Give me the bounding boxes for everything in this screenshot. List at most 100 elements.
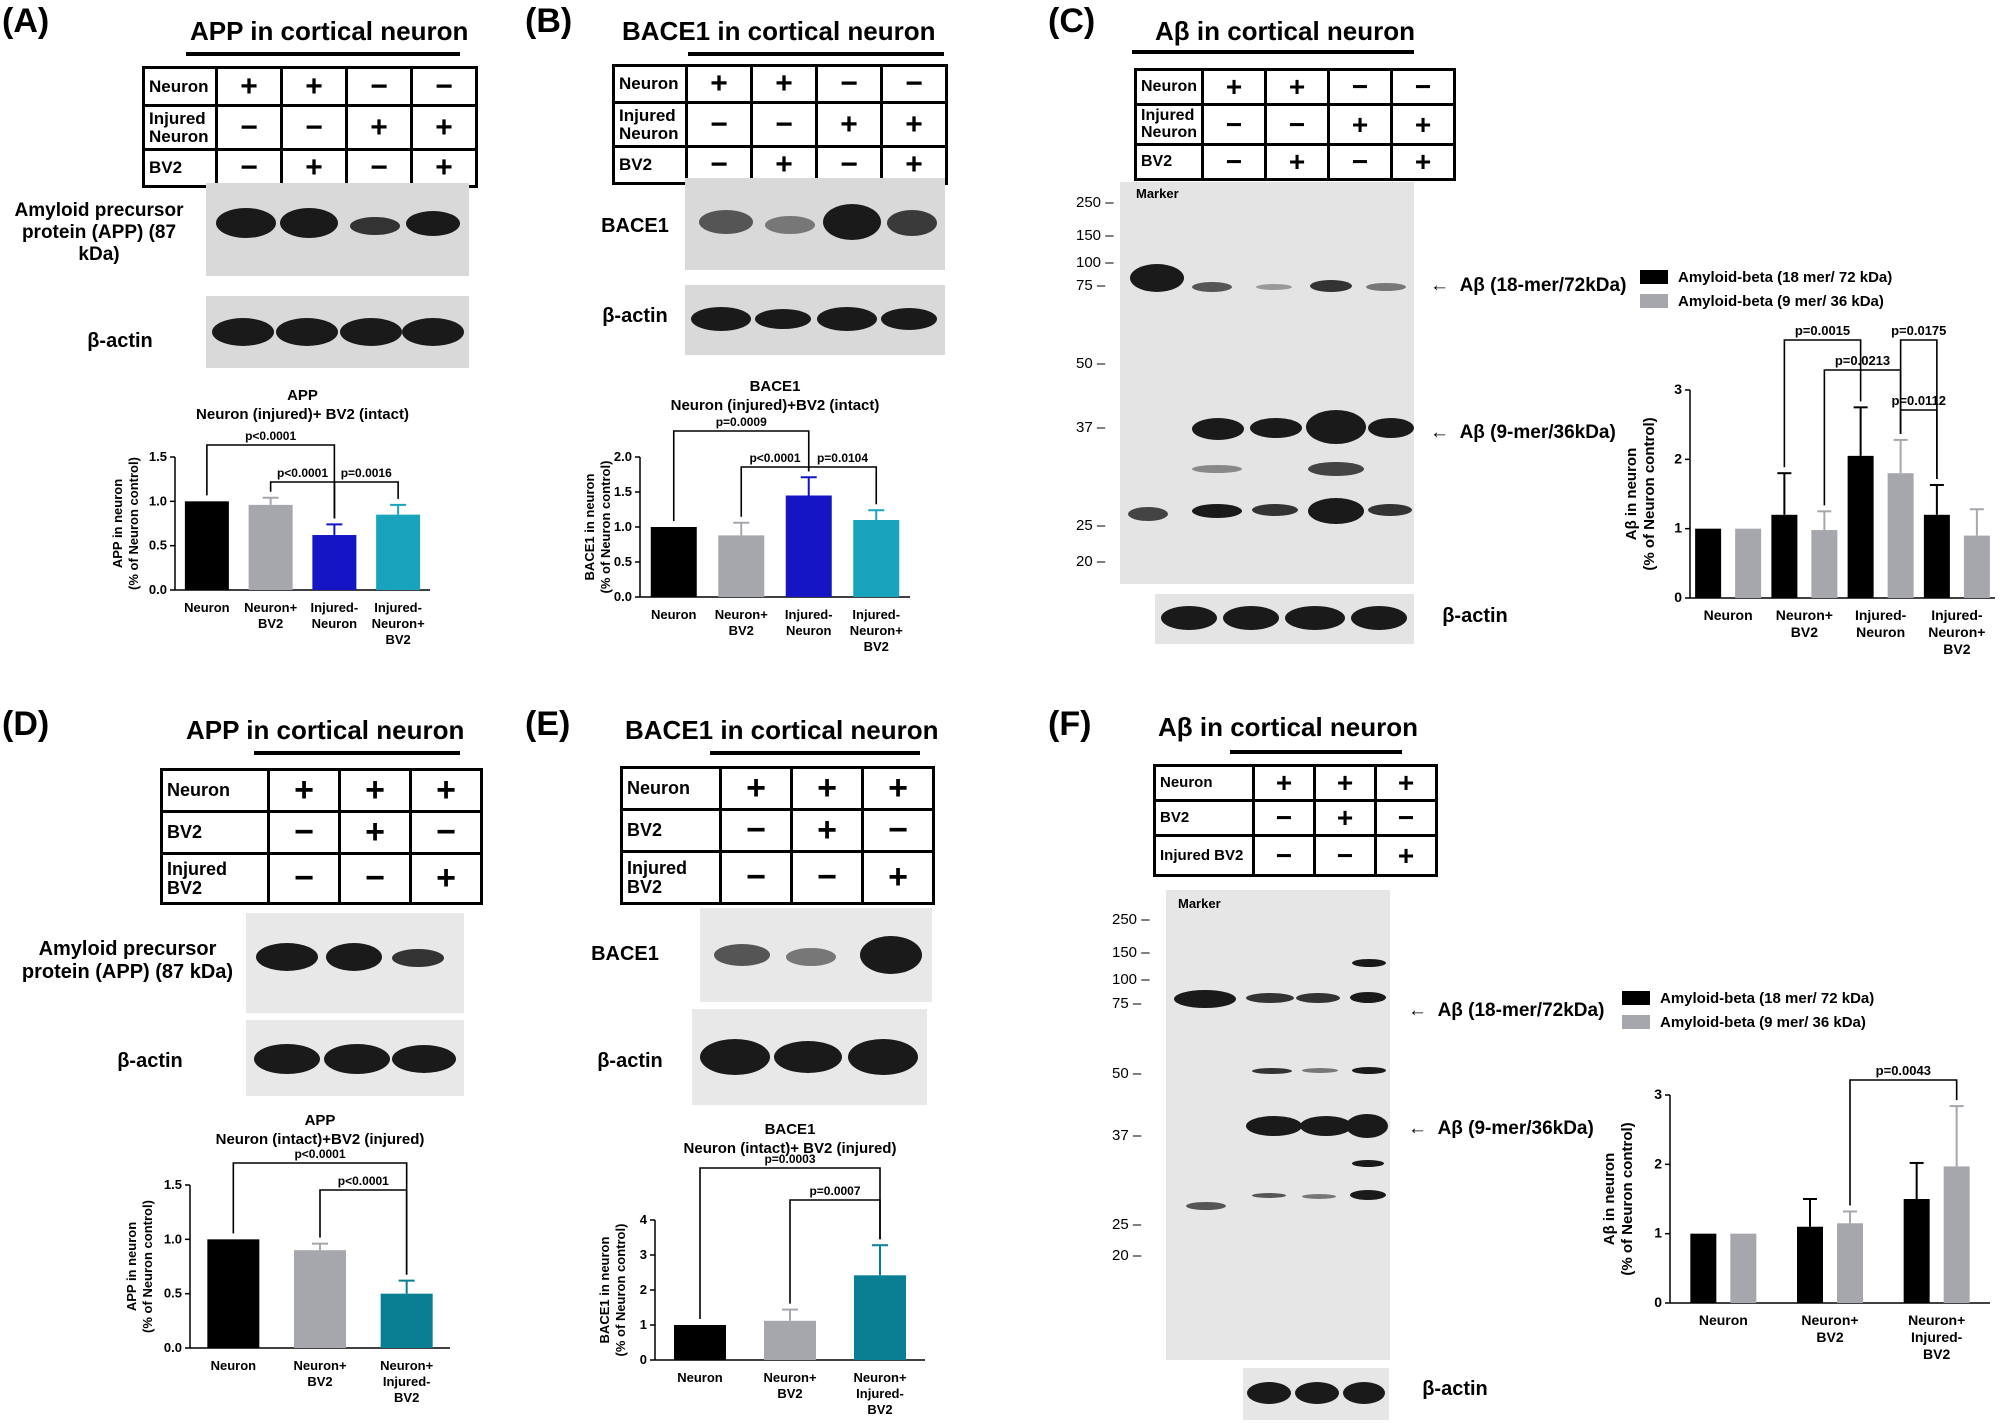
category-label-line: Neuron: [211, 1358, 257, 1373]
panel-title-f: Aβ in cortical neuron: [1158, 712, 1419, 742]
condition-value: −: [345, 148, 413, 188]
marker-tick-label: 250 –: [1112, 911, 1150, 928]
y-tick-label: 2: [1654, 1155, 1662, 1171]
category-label-line: Neuron+: [293, 1358, 347, 1373]
y-tick-label: 1: [1674, 520, 1682, 536]
condition-value: +: [1327, 103, 1393, 146]
marker-tick-label: 250 –: [1076, 194, 1114, 211]
condition-value: −: [719, 850, 793, 905]
chart-subtitle: Neuron (injured)+ BV2 (intact): [196, 406, 409, 423]
condition-name: BV2: [1134, 143, 1204, 181]
y-tick-label: 1: [1654, 1225, 1662, 1241]
blot-bace1-b: [685, 178, 945, 270]
condition-value: +: [1264, 68, 1330, 106]
bar: [376, 514, 421, 590]
arrow-label-9mer-c: ← Aβ (9-mer/36kDa): [1430, 422, 1616, 443]
y-axis-label-line: (% of Neuron control): [1619, 1122, 1636, 1275]
condition-name: Injured Neuron: [142, 104, 218, 151]
condition-row: BV2− + − +: [1134, 143, 1456, 181]
condition-value: −: [267, 810, 341, 855]
condition-value: +: [409, 768, 483, 813]
y-tick-label: 0: [1654, 1294, 1662, 1310]
category-label-line: BV2: [385, 632, 410, 647]
condition-value: −: [815, 64, 883, 104]
y-axis-label-line: (% of Neuron control): [613, 1224, 628, 1357]
marker-tick-label: 75 –: [1112, 995, 1142, 1012]
title-underline-b: [688, 52, 944, 56]
y-tick-label: 0.0: [614, 589, 632, 604]
panel-title-a: APP in cortical neuron: [190, 16, 469, 46]
y-axis-label: Aβ in neuron(% of Neuron control): [1601, 1122, 1636, 1275]
bar: [1771, 514, 1798, 598]
category-label-line: Neuron: [184, 600, 230, 615]
p-value-label: p=0.0015: [1795, 323, 1850, 338]
marker-tick-label: 20 –: [1076, 553, 1106, 570]
arrow-label-18mer-f: ← Aβ (18-mer/72kDa): [1408, 1000, 1605, 1021]
panel-label-c: (C): [1048, 2, 1096, 40]
marker-tick-label: 50 –: [1112, 1065, 1142, 1082]
condition-row: BV2− + −: [1153, 799, 1438, 837]
category-label-line: Neuron: [1704, 607, 1753, 623]
condition-table-e: Neuron + + + BV2− + − Injured BV2− − +: [620, 766, 935, 905]
category-label: Neuron: [1699, 1312, 1748, 1328]
panel-label-f: (F): [1048, 705, 1092, 743]
marker-tick-label: 20 –: [1112, 1247, 1142, 1264]
panel-label-e: (E): [525, 705, 571, 743]
bar: [785, 495, 832, 597]
y-tick-label: 0.0: [149, 582, 167, 597]
y-axis-label: BACE1 in neuron(% of Neuron control): [582, 461, 613, 594]
legend-swatch: [1622, 1015, 1650, 1029]
category-label-line: BV2: [867, 1402, 892, 1417]
condition-value: −: [880, 64, 948, 104]
chart-a: APP Neuron (injured)+ BV2 (intact) 0.0 0.5 1…: [110, 387, 430, 647]
bar: [764, 1320, 816, 1360]
panel-title-b: BACE1 in cortical neuron: [622, 16, 936, 46]
category-label-line: Injured-: [383, 1374, 431, 1389]
y-tick-label: 1.0: [164, 1231, 182, 1246]
blot-label-actin-a: β-actin: [87, 330, 153, 352]
p-value-label: p<0.0001: [277, 466, 328, 480]
condition-value: −: [1264, 103, 1330, 146]
condition-value: +: [750, 64, 818, 104]
chart-subtitle: Neuron (injured)+BV2 (intact): [671, 397, 880, 414]
y-tick-label: 4: [640, 1212, 648, 1227]
chart-title: APP: [287, 387, 318, 404]
category-label-line: BV2: [307, 1374, 332, 1389]
condition-table-b: Neuron + + − − Injured Neuron − − + + BV2− + − +: [612, 64, 948, 185]
bar: [1797, 1226, 1823, 1303]
y-tick-label: 1.5: [164, 1177, 182, 1192]
condition-row: BV2− + −: [620, 808, 935, 853]
condition-value: −: [1201, 103, 1267, 146]
y-axis-label: APP in neuron(% of Neuron control): [124, 1200, 155, 1333]
y-tick-label: 0.0: [164, 1340, 182, 1355]
panel-title-d: APP in cortical neuron: [186, 715, 465, 745]
condition-row: Injured Neuron − − + +: [612, 101, 948, 148]
condition-value: +: [1390, 143, 1456, 181]
legend-swatch: [1622, 991, 1650, 1005]
category-label-line: BV2: [1816, 1329, 1843, 1345]
significance-bracket: [672, 430, 810, 521]
category-label-line: Injured-: [1855, 607, 1907, 623]
y-axis-label: Aβ in neuron(% of Neuron control): [1623, 417, 1658, 570]
y-axis-label-line: (% of Neuron control): [140, 1200, 155, 1333]
category-label: Neuron: [211, 1358, 257, 1373]
category-label-line: Neuron+: [1908, 1312, 1965, 1328]
condition-row: Injured BV2− − +: [160, 852, 483, 905]
p-value-label: p=0.0016: [341, 466, 392, 480]
chart-f: 0 1 2 3 Aβ in neuron(% of Neuron control) Amy…: [1601, 990, 1990, 1362]
bar: [1903, 1199, 1930, 1303]
condition-value: +: [790, 766, 864, 811]
condition-name: Neuron: [160, 768, 270, 813]
bar: [1730, 1233, 1757, 1303]
condition-row: BV2− + −: [160, 810, 483, 855]
significance-bracket: [319, 1189, 408, 1275]
category-label-line: Injured-: [785, 607, 833, 622]
condition-value: −: [410, 66, 478, 107]
y-axis-label-line: (% of Neuron control): [1641, 417, 1658, 570]
arrow-label-9mer-f: ← Aβ (9-mer/36kDa): [1408, 1118, 1594, 1139]
blot-label-bace1-e: BACE1: [591, 943, 659, 965]
panel-label-d: (D): [2, 705, 50, 743]
condition-value: −: [815, 145, 883, 185]
p-value-label: p=0.0009: [716, 415, 767, 429]
bar: [312, 535, 357, 590]
